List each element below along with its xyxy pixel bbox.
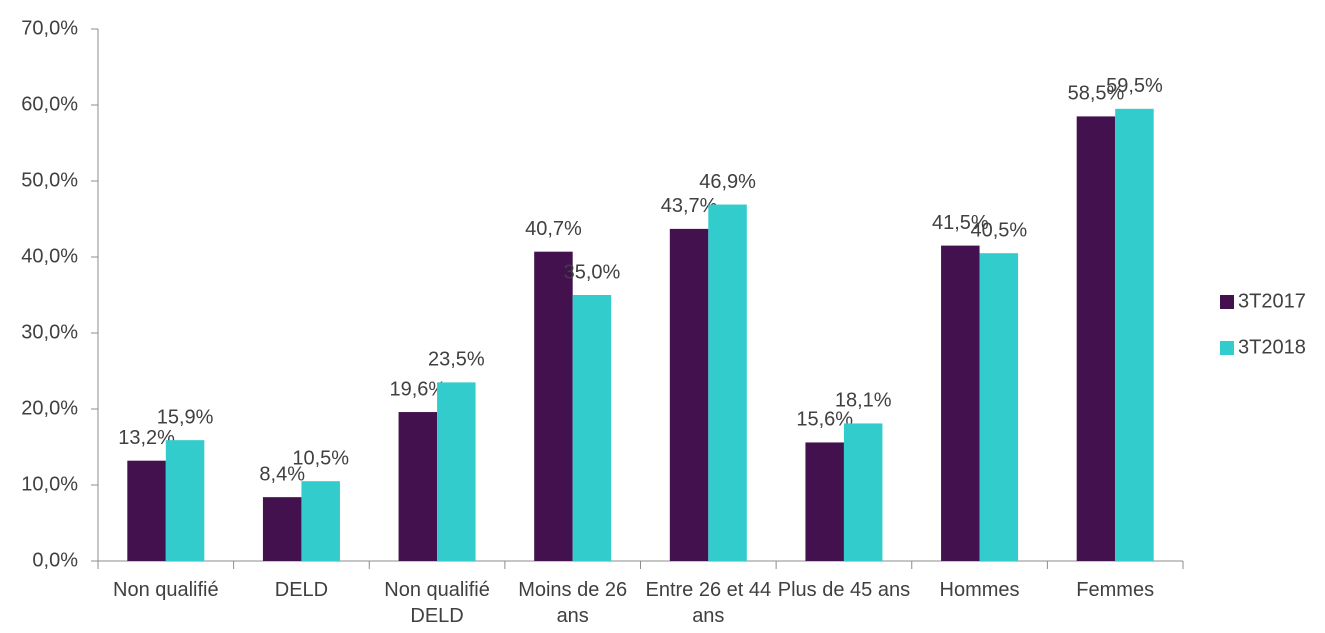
bar bbox=[708, 204, 747, 561]
bar bbox=[1076, 116, 1116, 562]
value-label: 13,2% bbox=[118, 427, 175, 449]
bar bbox=[301, 481, 340, 561]
x-tick-label: Moins de 26 ans bbox=[518, 579, 628, 627]
value-label: 18,1% bbox=[835, 390, 892, 412]
y-tick-label: 40,0% bbox=[21, 245, 78, 267]
bar bbox=[805, 442, 844, 561]
value-label: 58,5% bbox=[1068, 83, 1125, 105]
value-label: 40,7% bbox=[525, 218, 582, 240]
bar bbox=[398, 412, 438, 561]
x-tick-label: Plus de 45 ans bbox=[777, 579, 911, 601]
bar bbox=[843, 423, 883, 561]
x-tick-label: Femmes bbox=[1076, 579, 1155, 601]
bar bbox=[534, 251, 573, 561]
value-label: 10,5% bbox=[292, 447, 349, 469]
value-label: 8,4% bbox=[259, 463, 305, 485]
x-tick-label: Hommes bbox=[939, 579, 1020, 601]
x-tick-label: Entre 26 et 44 ans bbox=[645, 579, 772, 627]
y-tick-label: 30,0% bbox=[21, 321, 78, 343]
value-label: 15,9% bbox=[157, 406, 214, 428]
legend-swatch bbox=[1220, 295, 1234, 309]
y-tick-label: 70,0% bbox=[21, 17, 78, 39]
x-tick-label: Non qualifié DELD bbox=[384, 579, 490, 627]
bar bbox=[1115, 108, 1154, 562]
value-label: 46,9% bbox=[699, 171, 756, 193]
value-label: 23,5% bbox=[428, 349, 485, 371]
value-label: 59,5% bbox=[1106, 75, 1163, 97]
bar bbox=[165, 440, 205, 561]
value-label: 41,5% bbox=[932, 212, 989, 234]
value-label: 19,6% bbox=[389, 378, 446, 400]
bar bbox=[941, 245, 980, 561]
bar bbox=[979, 253, 1019, 561]
x-tick-label: Non qualifié bbox=[113, 579, 219, 601]
bar bbox=[437, 382, 476, 561]
y-tick-label: 60,0% bbox=[21, 93, 78, 115]
legend-swatch bbox=[1220, 341, 1234, 355]
x-tick-label: DELD bbox=[274, 579, 329, 601]
value-label: 43,7% bbox=[661, 195, 718, 217]
bar bbox=[572, 295, 612, 561]
y-tick-label: 50,0% bbox=[21, 169, 78, 191]
bar bbox=[669, 228, 709, 561]
y-tick-label: 10,0% bbox=[21, 473, 78, 495]
value-label: 15,6% bbox=[796, 409, 853, 431]
legend-label: 3T2017 bbox=[1238, 290, 1306, 312]
bar bbox=[262, 497, 302, 561]
value-label: 35,0% bbox=[564, 261, 621, 283]
y-tick-label: 20,0% bbox=[21, 397, 78, 419]
legend-label: 3T2018 bbox=[1238, 336, 1306, 358]
y-tick-label: 0,0% bbox=[32, 549, 78, 571]
value-label: 40,5% bbox=[970, 219, 1027, 241]
bar bbox=[127, 460, 166, 561]
